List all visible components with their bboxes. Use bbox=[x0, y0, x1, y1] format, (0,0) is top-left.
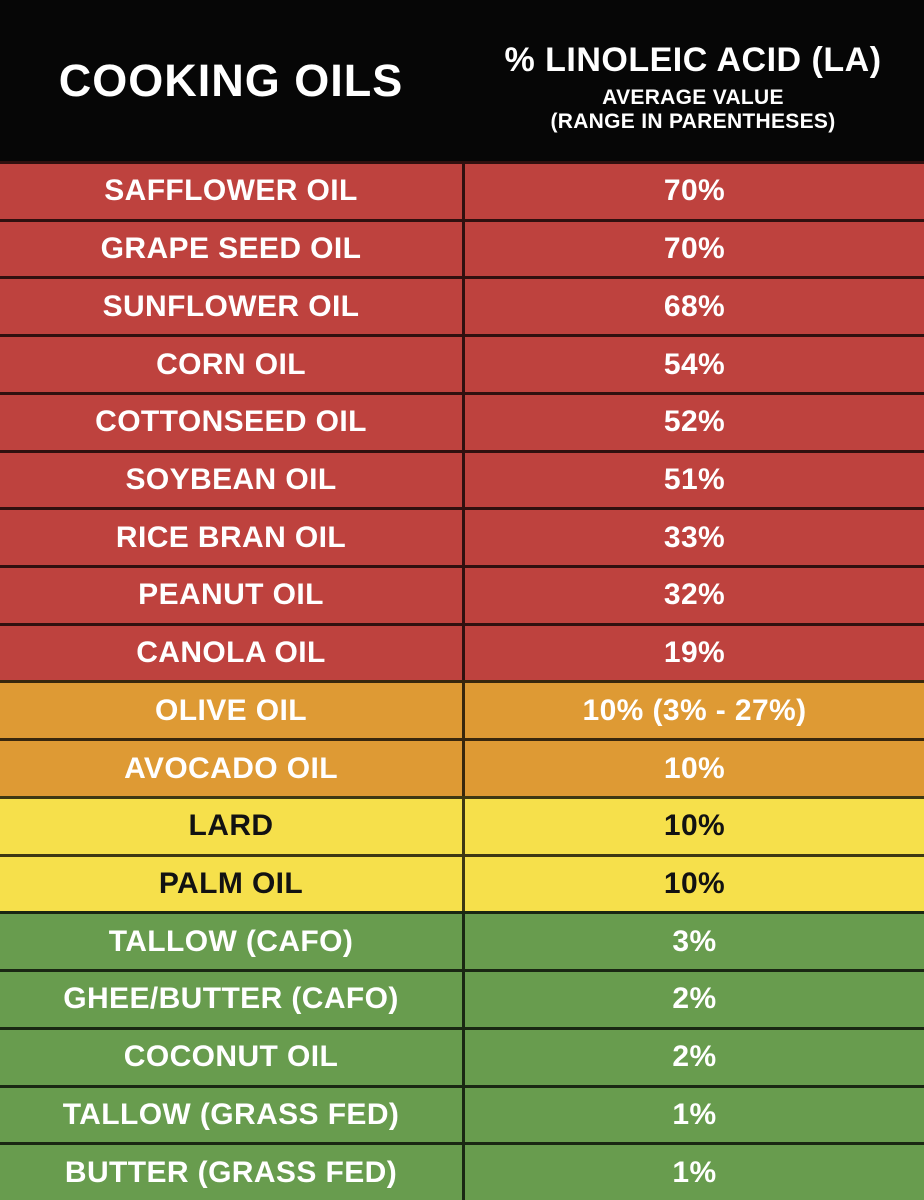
oil-value-cell: 54% bbox=[462, 337, 924, 392]
oil-name-cell: GRAPE SEED OIL bbox=[100, 232, 362, 266]
value-column-subtitle-range: (RANGE IN PARENTHESES) bbox=[550, 110, 836, 134]
table-row: GRAPE SEED OIL 70% bbox=[0, 218, 924, 277]
table-row: CANOLA OIL 19% bbox=[0, 622, 924, 681]
table-row: COTTONSEED OIL 52% bbox=[0, 391, 924, 450]
table-row: PEANUT OIL 32% bbox=[0, 565, 924, 623]
oil-name-cell: BUTTER (GRASS FED) bbox=[64, 1155, 398, 1189]
table-row: GHEE/BUTTER (CAFO) 2% bbox=[0, 969, 924, 1027]
table-row: SAFFLOWER OIL 70% bbox=[0, 161, 924, 219]
table-header: COOKING OILS % LINOLEIC ACID (LA) AVERAG… bbox=[0, 0, 924, 161]
oil-value-cell: 19% bbox=[462, 625, 924, 681]
table-row: TALLOW (GRASS FED) 1% bbox=[0, 1084, 924, 1143]
oil-value-cell: 1% bbox=[462, 1145, 924, 1200]
oil-value-cell: 33% bbox=[462, 510, 924, 566]
page-title: COOKING OILS bbox=[58, 54, 404, 106]
oil-value-cell: 70% bbox=[462, 164, 924, 219]
table-row: AVOCADO OIL 10% bbox=[0, 738, 924, 796]
oil-name-cell: PEANUT OIL bbox=[138, 578, 324, 612]
table-row: PALM OIL 10% bbox=[0, 853, 924, 912]
table-row: OLIVE OIL 10% (3% - 27%) bbox=[0, 680, 924, 739]
table-row: BUTTER (GRASS FED) 1% bbox=[0, 1142, 924, 1200]
oil-name-cell: SUNFLOWER OIL bbox=[102, 289, 360, 323]
oil-name-cell: TALLOW (GRASS FED) bbox=[62, 1097, 400, 1131]
table-row: TALLOW (CAFO) 3% bbox=[0, 911, 924, 970]
header-left-column: COOKING OILS bbox=[0, 0, 462, 161]
table-row: CORN OIL 54% bbox=[0, 334, 924, 392]
oil-name-cell: AVOCADO OIL bbox=[124, 751, 338, 785]
oil-value-cell: 2% bbox=[462, 1029, 924, 1085]
oil-value-cell: 10% bbox=[462, 798, 924, 854]
oil-name-cell: COCONUT OIL bbox=[123, 1040, 339, 1074]
oil-value-cell: 10% bbox=[462, 856, 924, 912]
table-row: COCONUT OIL 2% bbox=[0, 1026, 924, 1085]
oil-name-cell: COTTONSEED OIL bbox=[95, 405, 367, 439]
oil-value-cell: 2% bbox=[462, 972, 924, 1027]
oil-value-cell: 70% bbox=[462, 221, 924, 277]
oil-name-cell: RICE BRAN OIL bbox=[115, 520, 347, 554]
value-column-subtitle-average: AVERAGE VALUE bbox=[602, 85, 784, 109]
table-row: SUNFLOWER OIL 68% bbox=[0, 276, 924, 335]
oil-name-cell: CANOLA OIL bbox=[136, 636, 326, 670]
oil-name-cell: CORN OIL bbox=[156, 347, 306, 381]
table-row: RICE BRAN OIL 33% bbox=[0, 507, 924, 566]
oils-table: SAFFLOWER OIL 70% GRAPE SEED OIL 70% SUN… bbox=[0, 161, 924, 1200]
oil-name-cell: TALLOW (CAFO) bbox=[108, 924, 354, 958]
oil-value-cell: 3% bbox=[462, 914, 924, 970]
oil-name-cell: SOYBEAN OIL bbox=[125, 462, 337, 496]
oil-value-cell: 68% bbox=[462, 279, 924, 335]
oil-value-cell: 10% bbox=[462, 741, 924, 796]
oil-value-cell: 32% bbox=[462, 568, 924, 623]
oil-name-cell: OLIVE OIL bbox=[155, 693, 307, 727]
oil-value-cell: 52% bbox=[462, 394, 924, 450]
table-row: SOYBEAN OIL 51% bbox=[0, 449, 924, 508]
oil-value-cell: 1% bbox=[462, 1087, 924, 1143]
oil-name-cell: LARD bbox=[188, 809, 274, 843]
oil-name-cell: PALM OIL bbox=[158, 866, 304, 900]
header-right-column: % LINOLEIC ACID (LA) AVERAGE VALUE (RANG… bbox=[462, 0, 924, 161]
table-row: LARD 10% bbox=[0, 795, 924, 854]
value-column-title: % LINOLEIC ACID (LA) bbox=[504, 40, 882, 79]
oil-value-cell: 10% (3% - 27%) bbox=[462, 683, 924, 739]
oil-value-cell: 51% bbox=[462, 452, 924, 508]
oil-name-cell: SAFFLOWER OIL bbox=[104, 174, 358, 208]
oil-name-cell: GHEE/BUTTER (CAFO) bbox=[63, 982, 399, 1016]
